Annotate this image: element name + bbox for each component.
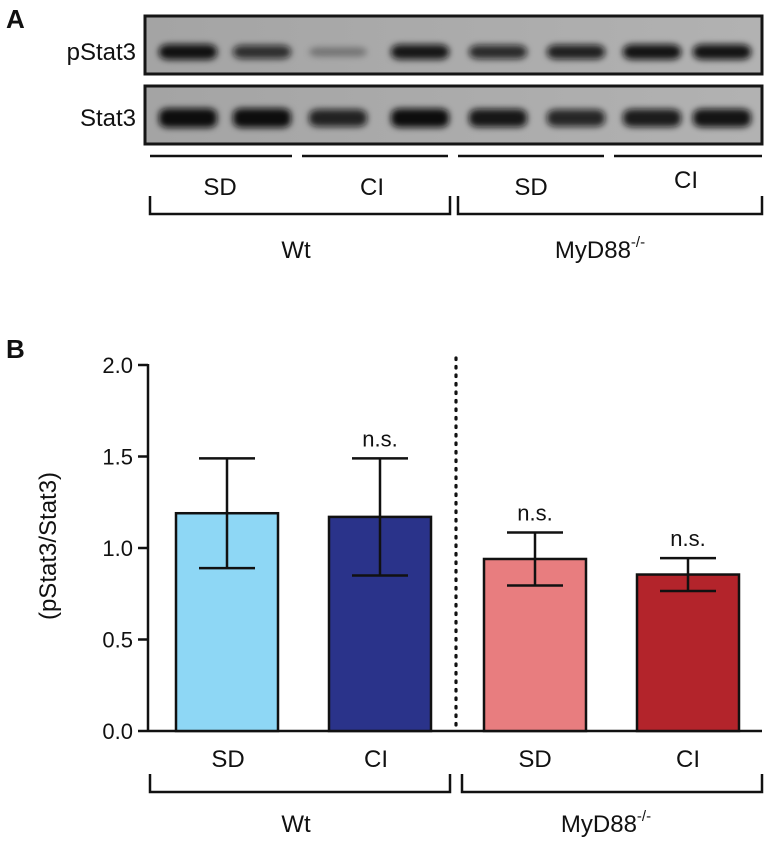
- blot-band-stat3: [391, 108, 449, 128]
- blot-group-label-myd88: MyD88-/-: [555, 234, 645, 264]
- x-tick-label: CI: [676, 746, 700, 773]
- blot-band-stat3: [623, 108, 681, 128]
- y-tick-label: 1.5: [102, 445, 133, 470]
- blot-image: [143, 14, 764, 146]
- chart-group-label-myd88-text: MyD88: [561, 811, 637, 838]
- blot-band-stat3: [309, 109, 367, 127]
- blot-band-pstat3: [309, 47, 367, 57]
- chart-group-bracket-wt: [148, 774, 452, 794]
- error-bar: [199, 457, 255, 570]
- blot-band-pstat3: [693, 44, 751, 60]
- panel-a-letter: A: [6, 4, 25, 34]
- y-tick-label: 0.5: [102, 628, 133, 653]
- significance-label: n.s.: [517, 500, 552, 525]
- blot-condition-label: SD: [203, 174, 236, 201]
- panel-b-letter: B: [6, 334, 25, 364]
- blot-band-stat3: [693, 108, 751, 128]
- blot-group-bracket-myd88: [456, 196, 764, 216]
- blot-condition-label: SD: [514, 174, 547, 201]
- error-bar: [352, 457, 408, 577]
- blot-group-label-myd88-superscript: -/-: [631, 234, 645, 251]
- blot-group-label-wt: Wt: [281, 237, 311, 264]
- blot-band-stat3: [547, 109, 605, 127]
- y-tick-label: 1.0: [102, 536, 133, 561]
- blot-band-pstat3: [623, 44, 681, 60]
- x-tick-label: CI: [364, 746, 388, 773]
- blot-bands: [159, 44, 751, 128]
- significance-label: n.s.: [362, 426, 397, 451]
- blot-row-label-pstat3: pStat3: [67, 39, 136, 66]
- chart-group-bracket-myd88: [460, 774, 764, 794]
- y-axis: 0.0 0.5 1.0 1.5 2.0: [102, 353, 150, 744]
- panel-a: A pStat3 Stat3 SD CI SD CI Wt MyD88-/-: [6, 4, 764, 264]
- blot-group-bracket-wt: [148, 196, 452, 216]
- error-bar: [507, 531, 563, 587]
- x-tick-label: SD: [211, 746, 244, 773]
- significance-label: n.s.: [670, 526, 705, 551]
- blot-band-pstat3: [547, 44, 605, 60]
- blot-condition-label: CI: [360, 174, 384, 201]
- blot-band-pstat3: [469, 45, 527, 59]
- blot-condition-label: CI: [674, 167, 698, 194]
- chart-group-label-myd88-superscript: -/-: [637, 808, 651, 825]
- bars: n.s. n.s. n.s.: [174, 426, 741, 733]
- x-tick-label: SD: [518, 746, 551, 773]
- chart-group-label-myd88: MyD88-/-: [561, 808, 651, 838]
- bar: [635, 573, 741, 733]
- blot-group-label-myd88-text: MyD88: [555, 237, 631, 264]
- blot-band-pstat3: [391, 44, 449, 60]
- blot-band-stat3: [159, 108, 217, 128]
- bar: [482, 557, 588, 733]
- y-tick-label: 0.0: [102, 719, 133, 744]
- chart-group-label-wt: Wt: [281, 811, 311, 838]
- blot-band-stat3: [233, 108, 291, 128]
- blot-band-stat3: [469, 108, 527, 128]
- y-axis-label: (pStat3/Stat3): [35, 472, 62, 620]
- blot-row-label-stat3: Stat3: [80, 105, 136, 132]
- blot-band-pstat3: [159, 44, 217, 60]
- panel-b: B (pStat3/Stat3) 0.00.51.01.52.0 n.s.n.s…: [6, 334, 764, 838]
- blot-band-pstat3: [233, 45, 291, 59]
- error-bar: [660, 556, 716, 593]
- y-tick-label: 2.0: [102, 353, 133, 378]
